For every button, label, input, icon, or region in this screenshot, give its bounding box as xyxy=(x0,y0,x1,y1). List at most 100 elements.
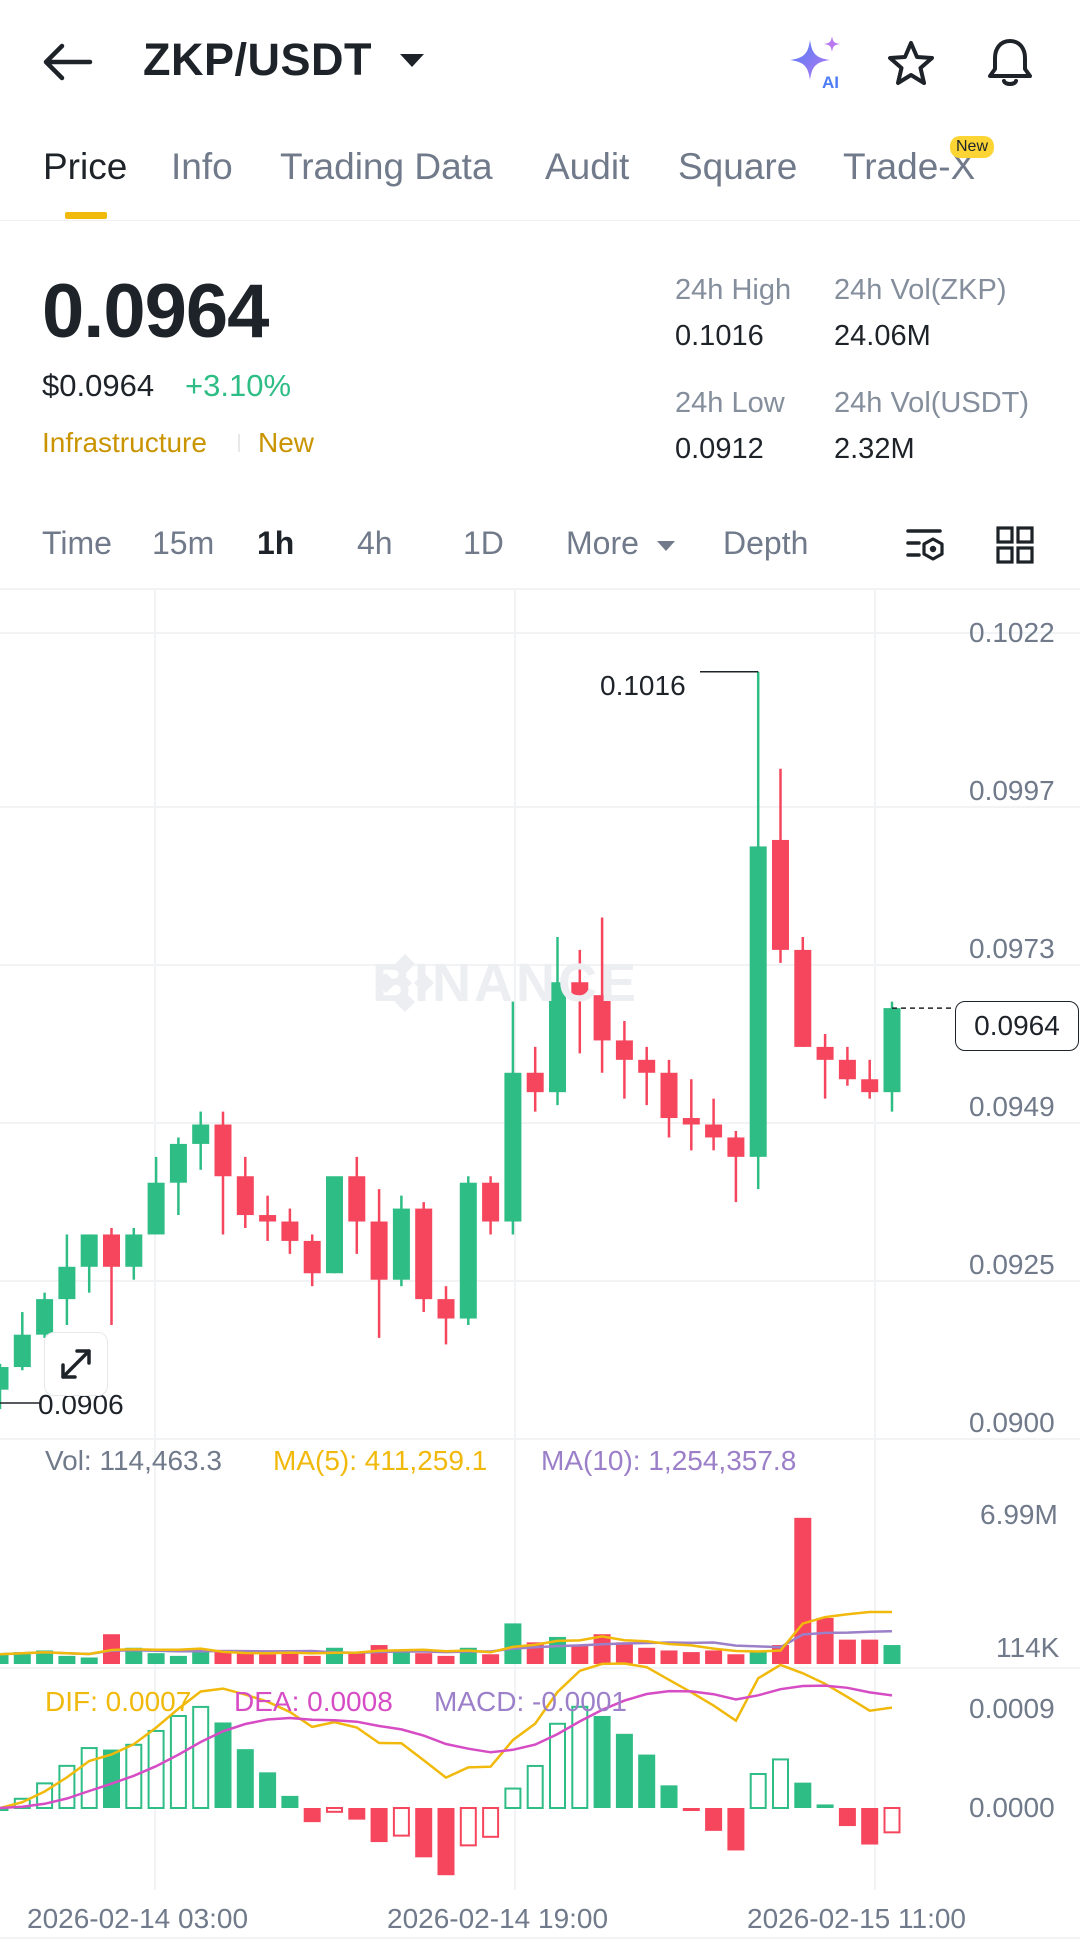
stat-high-value: 0.1016 xyxy=(675,320,764,352)
interval-time[interactable]: Time xyxy=(42,525,112,561)
candle-body xyxy=(36,1299,54,1335)
macd-legend-dea: DEA: 0.0008 xyxy=(234,1686,393,1717)
volume-bar xyxy=(125,1647,143,1664)
stat-vol-base-value: 24.06M xyxy=(834,320,931,352)
volume-bar xyxy=(214,1650,232,1664)
macd-histogram-bar xyxy=(80,1747,98,1809)
usd-price: $0.0964 xyxy=(42,368,155,403)
volume-ma5-line xyxy=(0,1610,892,1656)
candle-body xyxy=(459,1182,477,1319)
macd-histogram-bar xyxy=(705,1808,723,1831)
ai-sparkle-icon[interactable]: AI xyxy=(786,34,846,92)
candle-body xyxy=(58,1266,76,1300)
volume-bar xyxy=(58,1655,76,1664)
candle-body xyxy=(482,1182,500,1222)
stat-low-value: 0.0912 xyxy=(675,433,764,465)
volume-bar xyxy=(838,1639,856,1664)
macd-histogram-bar xyxy=(326,1807,343,1813)
volume-bar xyxy=(794,1517,812,1664)
new-badge: New xyxy=(950,136,995,158)
candle-body xyxy=(103,1234,120,1267)
interval-1d[interactable]: 1D xyxy=(463,525,504,561)
volume-axis-label: 6.99M xyxy=(980,1499,1058,1530)
volume-bar xyxy=(437,1655,455,1664)
volume-bar xyxy=(660,1650,678,1664)
date-axis-label: 2026-02-15 11:00 xyxy=(747,1903,966,1934)
tag-infrastructure[interactable]: Infrastructure xyxy=(42,427,207,458)
expand-icon xyxy=(61,1349,91,1379)
candle-body xyxy=(169,1143,187,1183)
macd-histogram-bar xyxy=(504,1787,522,1809)
volume-bar xyxy=(303,1655,321,1664)
date-axis-label: 2026-02-14 03:00 xyxy=(27,1903,249,1934)
current-price-tag: 0.0964 xyxy=(955,1001,1079,1051)
volume-bar xyxy=(682,1652,700,1664)
stat-low-label: 24h Low xyxy=(675,387,785,419)
tab-info[interactable]: Info xyxy=(171,146,233,187)
chevron-down-icon[interactable] xyxy=(400,54,424,67)
candle-body xyxy=(348,1176,366,1222)
candle-body xyxy=(80,1234,98,1267)
macd-histogram-bar xyxy=(236,1749,254,1808)
candle-body xyxy=(838,1059,856,1080)
tab-price[interactable]: Price xyxy=(43,146,128,187)
candle-body xyxy=(705,1124,723,1138)
interval-more[interactable]: More xyxy=(566,525,639,561)
macd-histogram-bar xyxy=(169,1715,187,1810)
candle-body xyxy=(571,982,589,996)
back-arrow-icon[interactable] xyxy=(40,42,94,82)
high-marker-label: 0.1016 xyxy=(600,670,686,701)
volume-bar xyxy=(861,1639,879,1664)
candle-body xyxy=(593,995,611,1041)
pair-title[interactable]: ZKP/USDT xyxy=(143,34,372,85)
volume-bar xyxy=(147,1653,165,1664)
star-icon[interactable] xyxy=(886,40,936,88)
candle-body xyxy=(392,1208,410,1280)
candle-body xyxy=(883,1008,901,1093)
date-axis-label: 2026-02-14 19:00 xyxy=(387,1903,609,1934)
macd-histogram-bar xyxy=(526,1764,544,1810)
volume-axis-label: 114K xyxy=(996,1632,1060,1663)
volume-bar xyxy=(392,1650,410,1664)
tag-divider xyxy=(238,434,240,452)
tag-new[interactable]: New xyxy=(258,427,315,458)
candle-body xyxy=(259,1215,277,1222)
macd-dif-line xyxy=(0,1662,893,1810)
candle-body xyxy=(772,839,789,950)
tab-square[interactable]: Square xyxy=(678,146,798,187)
interval-depth[interactable]: Depth xyxy=(723,525,809,561)
tab-audit[interactable]: Audit xyxy=(545,146,630,187)
stat-vol-quote-label: 24h Vol(USDT) xyxy=(834,387,1030,419)
interval-15m[interactable]: 15m xyxy=(152,525,215,561)
candle-body xyxy=(504,1072,522,1222)
candle-body xyxy=(816,1046,834,1060)
volume-bar xyxy=(192,1652,210,1664)
candle-body xyxy=(682,1118,700,1125)
macd-histogram-bar xyxy=(660,1785,678,1808)
tab-trading-data[interactable]: Trading Data xyxy=(280,146,493,187)
bell-icon[interactable] xyxy=(986,36,1034,88)
volume-bar xyxy=(0,1654,9,1664)
candle-body xyxy=(549,982,566,1093)
volume-bar xyxy=(482,1654,500,1664)
grid-layout-icon[interactable] xyxy=(995,525,1035,565)
candle-body xyxy=(326,1176,343,1274)
macd-histogram-bar xyxy=(370,1808,388,1843)
chart-settings-icon[interactable] xyxy=(905,523,949,567)
price-axis-label: 0.1022 xyxy=(969,617,1055,648)
divider xyxy=(0,588,1080,590)
macd-histogram-bar xyxy=(348,1808,366,1820)
interval-4h[interactable]: 4h xyxy=(357,525,393,561)
volume-bar xyxy=(169,1655,187,1664)
macd-histogram-bar xyxy=(772,1758,789,1809)
macd-histogram-bar xyxy=(838,1808,856,1827)
macd-axis-label: 0.0000 xyxy=(969,1792,1055,1823)
expand-chart-button[interactable] xyxy=(44,1332,108,1396)
candle-body xyxy=(125,1234,143,1267)
price-axis-label: 0.0973 xyxy=(969,933,1055,964)
volume-bar xyxy=(727,1654,745,1664)
volume-bar xyxy=(549,1636,566,1664)
macd-histogram-bar xyxy=(794,1782,812,1808)
interval-1h[interactable]: 1h xyxy=(257,525,295,561)
